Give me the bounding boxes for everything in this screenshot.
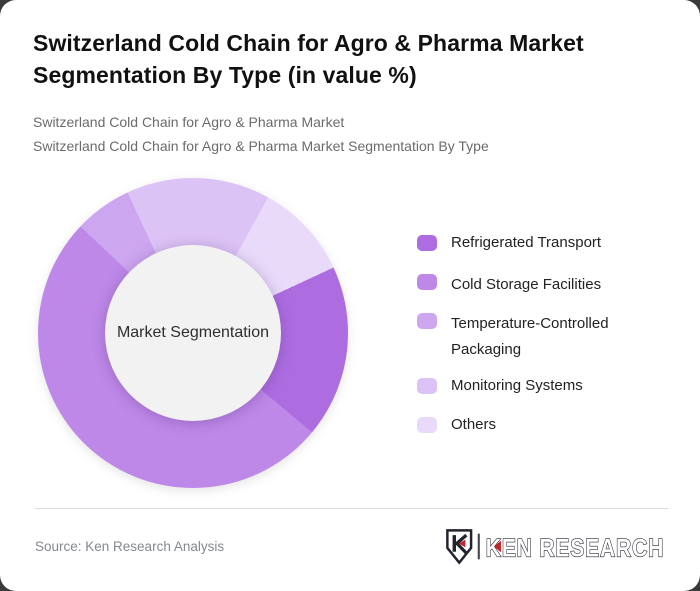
legend-swatch-icon: [417, 378, 437, 394]
legend-swatch-icon: [417, 235, 437, 251]
legend-swatch-icon: [417, 313, 437, 329]
donut-center: Market Segmentation: [105, 245, 281, 421]
legend-swatch-icon: [417, 417, 437, 433]
legend-label: Temperature-Controlled Packaging: [451, 315, 609, 358]
legend-swatch-icon: [417, 274, 437, 290]
source-text: Source: Ken Research Analysis: [35, 539, 225, 554]
legend-item-refrigerated-transport[interactable]: Refrigerated Transport: [417, 233, 667, 253]
subtitle-line-1: Switzerland Cold Chain for Agro & Pharma…: [33, 114, 345, 130]
legend-item-temperature-controlled-packaging[interactable]: Temperature-Controlled Packaging: [417, 311, 667, 363]
shield-k-icon: [446, 529, 473, 565]
ken-research-logo: KEN RESEARCH: [446, 529, 664, 565]
legend-item-others[interactable]: Others: [417, 415, 667, 435]
legend-item-monitoring-systems[interactable]: Monitoring Systems: [417, 376, 667, 396]
donut-chart: Market Segmentation: [38, 178, 348, 488]
footer-divider: [35, 508, 668, 509]
logo-k-triangle-icon: [493, 540, 501, 553]
donut-center-label: Market Segmentation: [116, 324, 270, 341]
legend-label: Monitoring Systems: [451, 377, 583, 394]
logo-separator: [477, 533, 480, 560]
legend-item-cold-storage-facilities[interactable]: Cold Storage Facilities: [417, 272, 667, 298]
logo-wordmark: KEN RESEARCH: [486, 535, 664, 562]
page-title: Switzerland Cold Chain for Agro & Pharma…: [33, 30, 584, 88]
legend-label: Refrigerated Transport: [451, 234, 602, 251]
subtitle-line-2: Switzerland Cold Chain for Agro & Pharma…: [33, 138, 489, 154]
legend-label: Others: [451, 416, 497, 433]
chart-legend: Refrigerated Transport Cold Storage Facil…: [417, 233, 667, 454]
legend-label: Cold Storage Facilities: [451, 276, 602, 293]
subtitle-block: Switzerland Cold Chain for Agro & Pharma…: [33, 110, 667, 158]
